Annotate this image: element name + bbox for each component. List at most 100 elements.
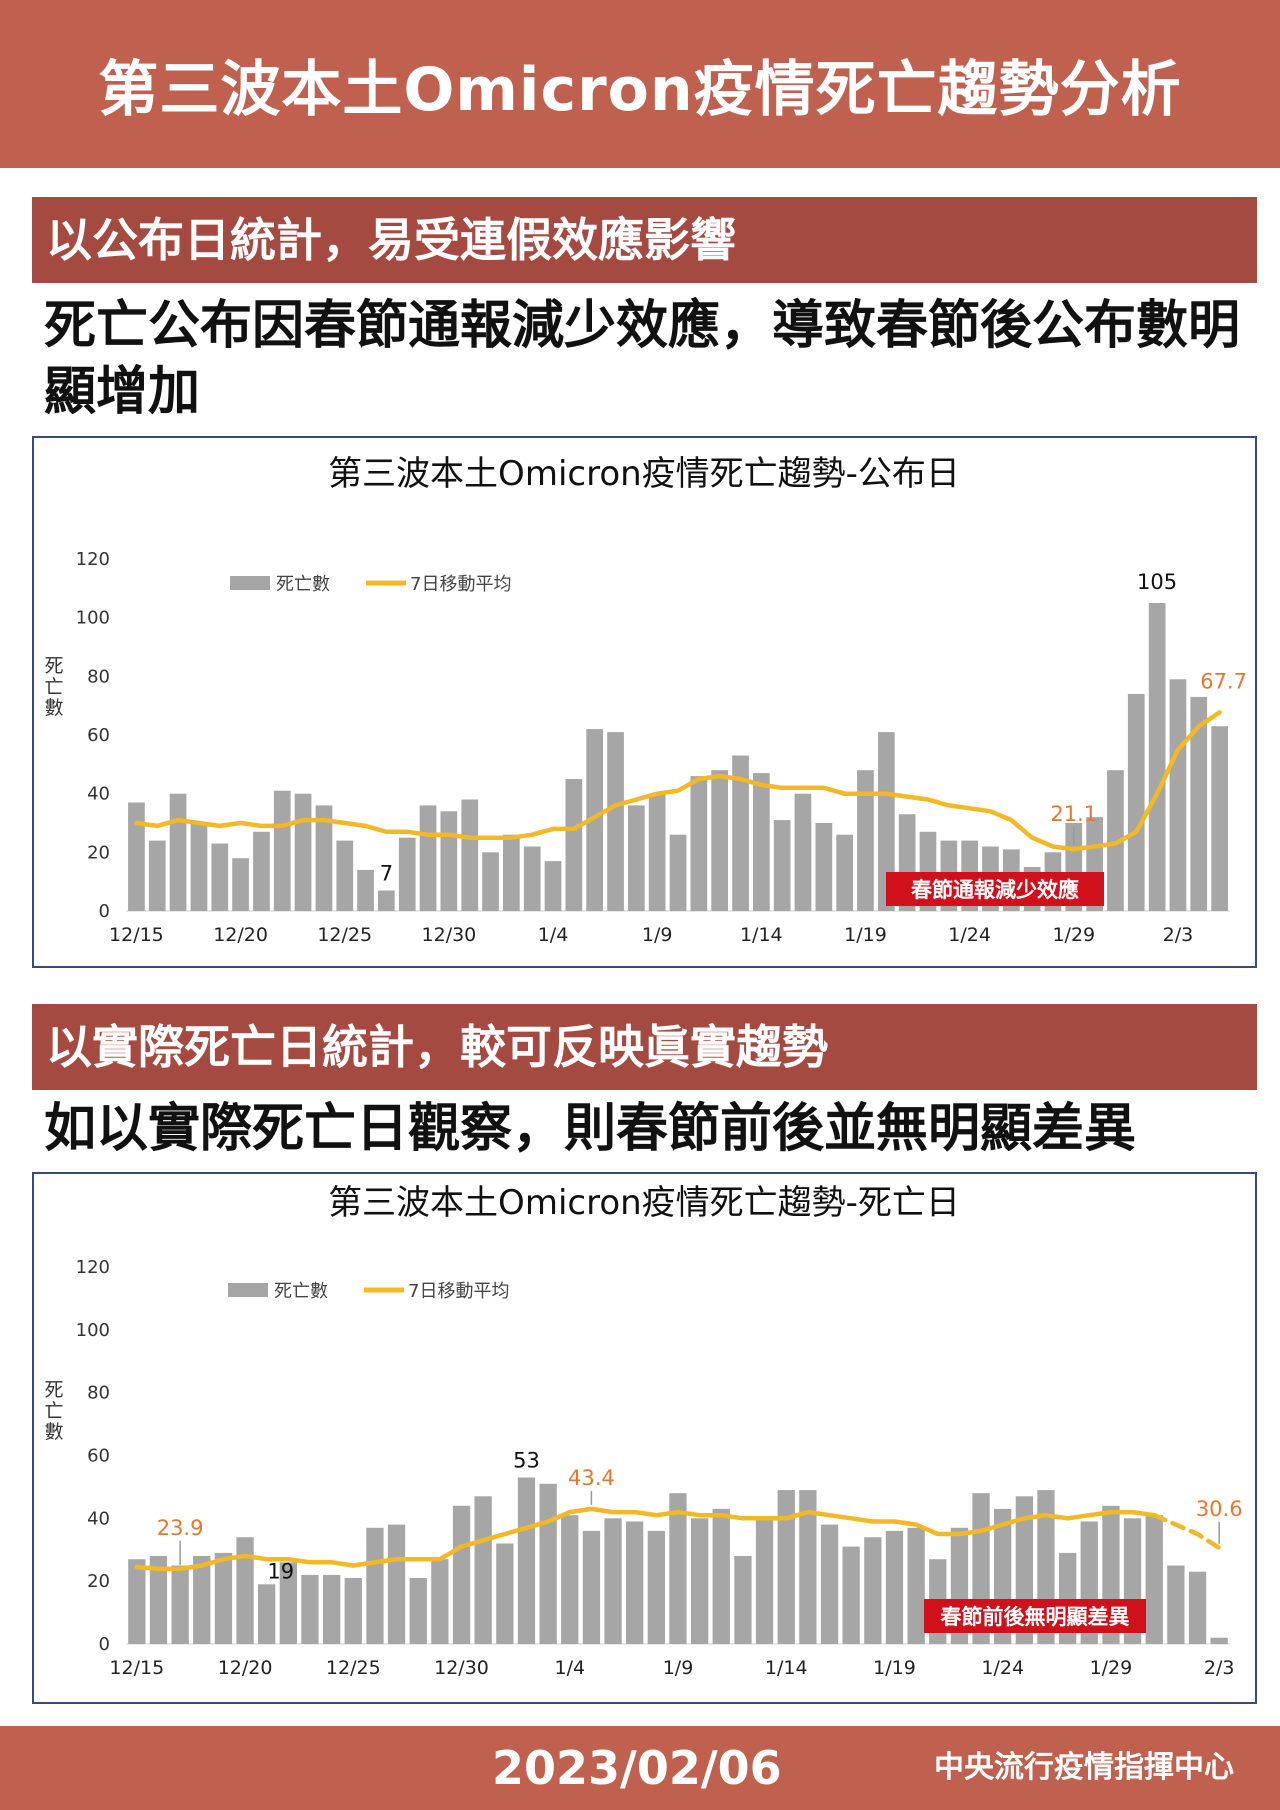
bar-deaths <box>864 1537 882 1644</box>
bar-deaths <box>628 805 645 911</box>
x-tick-label: 12/20 <box>218 1657 273 1679</box>
x-tick-label: 1/24 <box>981 1657 1024 1679</box>
bar-deaths <box>1107 770 1124 911</box>
x-tick-label: 12/15 <box>109 1657 164 1679</box>
bar-deaths <box>842 1546 860 1644</box>
section2-headline: 如以實際死亡日觀察，則春節前後並無明顯差異 <box>44 1099 1137 1159</box>
bar-deaths <box>431 1559 449 1644</box>
bar-deaths <box>496 1543 514 1644</box>
x-tick-label: 1/24 <box>948 924 991 946</box>
page-title: 第三波本土Omicron疫情死亡趨勢分析 <box>98 54 1182 125</box>
x-tick-label: 1/4 <box>555 1657 586 1679</box>
bar-deaths <box>378 890 395 911</box>
bar-deaths <box>1167 1565 1185 1644</box>
bar-deaths <box>1188 1571 1207 1644</box>
bar-deaths <box>128 1559 146 1644</box>
bar-deaths <box>190 823 208 911</box>
legend-bar-label: 死亡數 <box>276 574 330 595</box>
x-tick-label: 12/15 <box>109 924 164 946</box>
x-tick-label: 12/20 <box>213 924 268 946</box>
bar-deaths <box>734 1556 752 1644</box>
bar-deaths <box>211 843 229 911</box>
data-label: 7 <box>380 862 393 886</box>
section1-title-bar: 以公布日統計，易受連假效應影響 <box>32 197 1257 283</box>
moving-average-line-dashed <box>1151 1512 1222 1551</box>
bar-deaths <box>193 1556 211 1644</box>
callout-text: 春節通報減少效應 <box>911 878 1079 902</box>
callout-box <box>924 1599 1146 1633</box>
bar-deaths <box>253 831 270 911</box>
y-tick-label: 20 <box>87 842 110 863</box>
data-label: 53 <box>513 1449 540 1473</box>
bar-deaths <box>857 770 874 911</box>
bar-deaths <box>626 1521 644 1644</box>
chart-title: 第三波本土Omicron疫情死亡趨勢-死亡日 <box>328 1183 960 1223</box>
bar-deaths <box>669 1493 687 1644</box>
legend-line-label: 7日移動平均 <box>408 1281 509 1302</box>
bar-deaths <box>586 729 603 911</box>
bar-deaths <box>669 834 687 911</box>
bar-deaths <box>482 852 499 911</box>
bar-deaths <box>799 1490 817 1644</box>
bar-deaths <box>279 1562 297 1644</box>
data-label: 23.9 <box>157 1516 204 1540</box>
x-tick-label: 12/25 <box>326 1657 381 1679</box>
y-tick-label: 80 <box>87 666 110 687</box>
bar-deaths <box>387 1524 406 1644</box>
bar-deaths <box>409 1578 427 1644</box>
bar-deaths <box>398 837 416 911</box>
bar-deaths <box>648 793 666 911</box>
y-tick-label: 120 <box>76 1257 110 1278</box>
bar-deaths <box>517 1477 536 1644</box>
y-tick-label: 0 <box>99 901 110 922</box>
bar-deaths <box>214 1552 233 1644</box>
bar-deaths <box>474 1496 492 1644</box>
bar-deaths <box>1190 696 1208 911</box>
x-tick-label: 1/19 <box>873 1657 916 1679</box>
x-tick-label: 2/3 <box>1163 924 1194 946</box>
bar-deaths <box>885 1530 904 1644</box>
y-tick-label: 0 <box>99 1634 110 1655</box>
x-tick-label: 1/9 <box>642 924 673 946</box>
bar-deaths <box>232 858 249 911</box>
bar-deaths <box>690 776 708 911</box>
bar-deaths <box>452 1505 471 1644</box>
bar-deaths <box>711 770 728 911</box>
bar-deaths <box>273 790 291 911</box>
y-tick-label: 60 <box>87 1446 110 1467</box>
bar-deaths <box>691 1518 709 1644</box>
bar-deaths <box>907 1527 925 1644</box>
bar-deaths <box>1145 1515 1163 1644</box>
bar-deaths <box>607 732 624 911</box>
bar-deaths <box>815 823 833 911</box>
header-banner: 第三波本土Omicron疫情死亡趨勢分析 <box>0 0 1280 168</box>
y-tick-label: 40 <box>87 1508 110 1529</box>
bar-deaths <box>794 793 812 911</box>
legend-bar-swatch <box>230 576 270 590</box>
bar-deaths <box>336 840 354 911</box>
section1-headline: 死亡公布因春節通報減少效應，導致春節後公布數明顯增加 <box>44 296 1241 422</box>
bar-deaths <box>148 840 166 911</box>
bar-deaths <box>357 869 374 911</box>
footer-org: 中央流行疫情指揮中心 <box>934 1750 1234 1785</box>
x-tick-label: 2/3 <box>1204 1657 1235 1679</box>
bar-deaths <box>236 1537 254 1644</box>
y-tick-label: 20 <box>87 1571 110 1592</box>
bar-deaths <box>1211 726 1228 911</box>
bar-deaths <box>419 805 437 911</box>
bar-deaths <box>169 793 187 911</box>
callout-text: 春節前後無明顯差異 <box>941 1605 1130 1629</box>
x-tick-label: 1/9 <box>663 1657 694 1679</box>
x-tick-label: 1/29 <box>1052 924 1095 946</box>
x-tick-label: 12/25 <box>317 924 372 946</box>
callout-box <box>886 872 1104 906</box>
bar-deaths <box>315 805 333 911</box>
x-tick-label: 1/14 <box>765 1657 808 1679</box>
legend-bar-label: 死亡數 <box>274 1281 328 1302</box>
legend-bar-swatch <box>228 1283 268 1297</box>
bar-deaths <box>753 773 770 911</box>
bar-deaths <box>1127 693 1145 911</box>
bar-deaths <box>1169 679 1187 911</box>
bar-deaths <box>773 820 791 911</box>
bar-deaths <box>149 1556 168 1644</box>
